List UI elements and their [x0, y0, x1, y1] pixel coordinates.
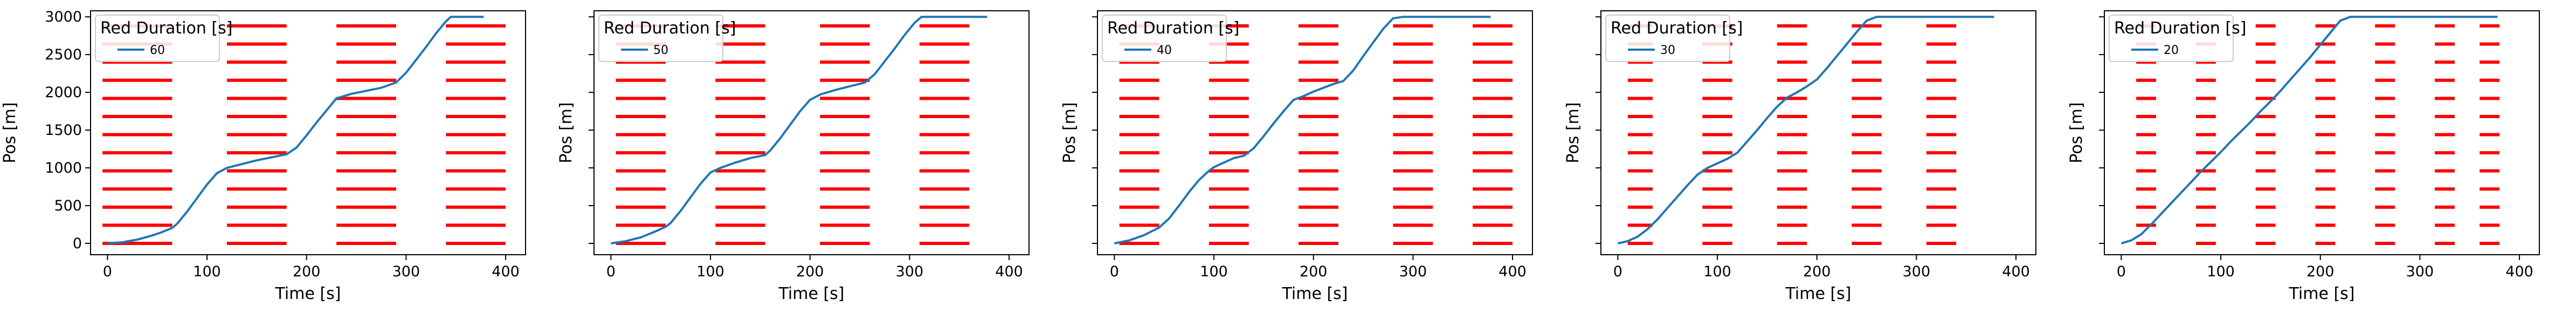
- x-axis-label: Time [s]: [1785, 284, 1852, 303]
- x-tick-label: 100: [1200, 263, 1228, 280]
- x-tick-label: 0: [2117, 263, 2126, 280]
- x-axis-label: Time [s]: [2289, 284, 2355, 303]
- legend-entry: 20: [2164, 44, 2179, 57]
- subplot-3: 0 100 200 300 400 Time [s] Pos [m] Red Duration…: [1060, 10, 1533, 303]
- series-line: [1114, 16, 1491, 244]
- y-axis-label: Pos [m]: [1, 102, 19, 163]
- x-tick-label: 0: [103, 263, 112, 280]
- y-axis-label: Pos [m]: [1564, 102, 1583, 163]
- series-line: [1617, 16, 1994, 244]
- y-tick-label: 500: [54, 198, 82, 214]
- x-axis-label: Time [s]: [778, 284, 845, 303]
- axes-frame: [2104, 10, 2540, 255]
- series-line: [107, 16, 484, 244]
- y-axis-label: Pos [m]: [1060, 102, 1079, 163]
- x-tick-label: 400: [492, 263, 520, 280]
- legend-title: Red Duration [s]: [604, 19, 736, 38]
- legend: Red Duration [s] 30: [1605, 15, 1743, 62]
- subplot-1: 0 100 200 300 400 0 500 1000 1500 2000 2500 3000 Tim…: [1, 9, 526, 303]
- legend: Red Duration [s] 20: [2109, 15, 2246, 62]
- legend-title: Red Duration [s]: [100, 19, 232, 38]
- y-tick-label: 3000: [45, 9, 82, 25]
- y-tick-label: 2500: [45, 46, 82, 63]
- y-tick-label: 1000: [45, 160, 82, 176]
- x-tick-label: 300: [896, 263, 924, 280]
- legend-title: Red Duration [s]: [2114, 19, 2246, 38]
- x-tick-label: 200: [1300, 263, 1328, 280]
- axes-frame: [90, 10, 526, 255]
- x-tick-label: 300: [2406, 263, 2434, 280]
- axes-frame: [593, 10, 1030, 255]
- x-tick-label: 0: [1110, 263, 1119, 280]
- legend-title: Red Duration [s]: [1107, 19, 1239, 38]
- axes-frame: [1600, 10, 2036, 255]
- x-tick-label: 300: [1399, 263, 1427, 280]
- series-line: [611, 16, 987, 244]
- x-tick-label: 200: [293, 263, 321, 280]
- legend-entry: 30: [1660, 44, 1675, 57]
- y-axis-label: Pos [m]: [557, 102, 576, 163]
- x-tick-label: 400: [2505, 263, 2533, 280]
- x-tick-label: 300: [392, 263, 420, 280]
- y-tick-label: 0: [73, 235, 82, 252]
- legend: Red Duration [s] 40: [1102, 15, 1239, 62]
- x-tick-label: 300: [1903, 263, 1931, 280]
- y-tick-label: 2000: [45, 84, 82, 101]
- axes-frame: [1097, 10, 1533, 255]
- x-tick-label: 200: [796, 263, 824, 280]
- series-line: [2121, 16, 2498, 244]
- x-tick-label: 400: [995, 263, 1023, 280]
- x-tick-label: 100: [193, 263, 221, 280]
- legend-entry: 50: [653, 44, 668, 57]
- legend-entry: 40: [1157, 44, 1172, 57]
- x-tick-label: 100: [1703, 263, 1731, 280]
- x-tick-label: 100: [696, 263, 724, 280]
- legend-entry: 60: [150, 44, 165, 57]
- subplot-2: 0 100 200 300 400 Time [s] Pos [m] Red Duration…: [557, 10, 1030, 303]
- x-tick-label: 0: [606, 263, 616, 280]
- y-axis-label: Pos [m]: [2067, 102, 2086, 163]
- legend: Red Duration [s] 50: [598, 15, 736, 62]
- legend: Red Duration [s] 60: [95, 15, 232, 62]
- x-tick-label: 400: [1498, 263, 1527, 280]
- subplot-4: 0 100 200 300 400 Time [s] Pos [m] Red Duration…: [1564, 10, 2036, 303]
- x-tick-label: 400: [2002, 263, 2030, 280]
- x-axis-label: Time [s]: [275, 284, 341, 303]
- x-tick-label: 0: [1613, 263, 1622, 280]
- subplot-5: 0 100 200 300 400 Time [s] Pos [m] Red Duration…: [2067, 10, 2540, 303]
- x-axis-label: Time [s]: [1282, 284, 1348, 303]
- x-tick-label: 200: [1803, 263, 1831, 280]
- y-tick-label: 1500: [45, 122, 82, 139]
- legend-title: Red Duration [s]: [1611, 19, 1743, 38]
- x-tick-label: 100: [2207, 263, 2235, 280]
- x-tick-label: 200: [2306, 263, 2335, 280]
